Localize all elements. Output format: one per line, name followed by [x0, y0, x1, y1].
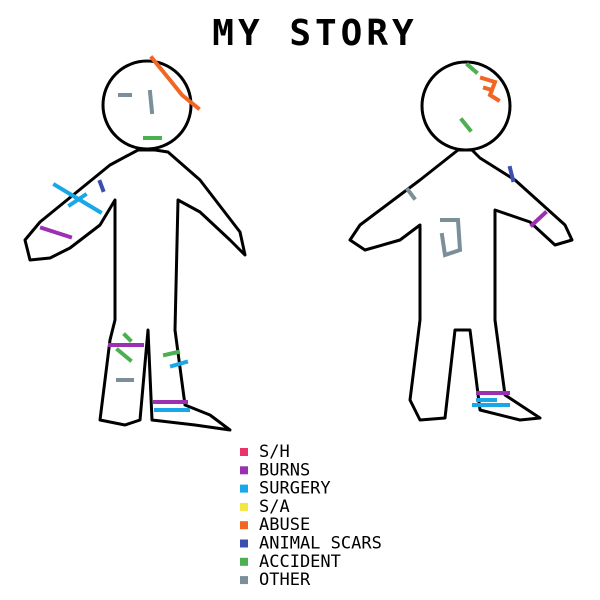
- legend-label: S/H: [259, 442, 290, 462]
- legend-label: SURGERY: [259, 479, 331, 499]
- left-figure: [23, 55, 247, 432]
- legend-swatch: [240, 448, 248, 456]
- legend-swatch: [240, 521, 248, 530]
- legend-label: ACCIDENT: [259, 552, 341, 572]
- legend-label: S/A: [259, 497, 290, 517]
- title: MY STORY: [212, 13, 417, 54]
- legend-swatch: [240, 502, 248, 511]
- legend-swatch: [240, 576, 248, 585]
- legend-swatch: [240, 466, 248, 475]
- legend-label: ANIMAL SCARS: [259, 534, 382, 554]
- legend-label: OTHER: [259, 570, 311, 590]
- legend-swatch: [240, 484, 248, 493]
- legend-swatch: [240, 557, 248, 566]
- right-figure: [348, 60, 574, 422]
- legend-label: BURNS: [259, 460, 310, 480]
- legend-swatch: [240, 539, 248, 548]
- legend-label: ABUSE: [259, 515, 310, 535]
